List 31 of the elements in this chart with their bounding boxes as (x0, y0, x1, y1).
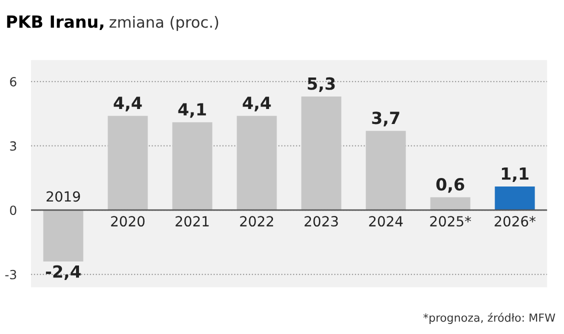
data-label: 4,4 (242, 96, 271, 112)
bar (108, 116, 148, 210)
x-tick-label: 2022 (240, 216, 274, 227)
data-label: 4,4 (114, 96, 142, 112)
bar (366, 130, 406, 210)
y-tick-label: 6 (10, 77, 16, 86)
y-tick-label: -3 (5, 270, 16, 280)
bar (43, 210, 84, 262)
chart-subtitle: zmiana (proc.) (110, 16, 218, 31)
data-label: 3,7 (372, 112, 400, 126)
x-tick-label: 2019 (46, 191, 80, 202)
x-tick-label: 2021 (176, 216, 209, 227)
chart-title: PKB Iranu, (7, 16, 104, 30)
y-tick-label: 0 (10, 206, 16, 216)
bar (236, 116, 277, 210)
data-label: 4,1 (178, 103, 206, 118)
x-tick-label: 2026* (494, 216, 536, 227)
data-label: 1,1 (502, 168, 528, 182)
data-label: -2,4 (46, 265, 81, 280)
bar (494, 186, 535, 210)
data-label: 5,3 (308, 77, 335, 92)
bar (430, 197, 470, 210)
x-tick-label: 2020 (111, 216, 145, 227)
bar (301, 96, 342, 210)
data-label: 0,6 (436, 178, 464, 193)
x-tick-label: 2024 (369, 216, 403, 227)
text: *prognoza, źródło: MFW (423, 312, 556, 324)
bar (172, 122, 212, 210)
x-tick-label: 2025* (430, 216, 472, 227)
y-tick-label: 3 (10, 141, 16, 151)
x-tick-label: 2023 (304, 216, 338, 227)
